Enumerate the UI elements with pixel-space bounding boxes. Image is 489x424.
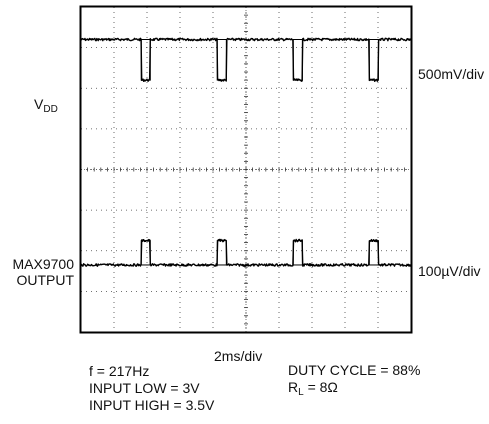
vdd-pulse	[292, 39, 303, 81]
output-pulse	[368, 240, 379, 266]
input-high-note: INPUT HIGH = 3.5V	[89, 397, 215, 413]
output-pulse	[140, 240, 151, 266]
output-label-line2: OUTPUT	[16, 272, 74, 288]
output-trace	[80, 238, 412, 267]
load-resistance-note: RL = 8Ω	[288, 379, 338, 398]
waveform-traces	[80, 37, 412, 267]
input-low-note: INPUT LOW = 3V	[89, 380, 200, 396]
plot-frame	[79, 5, 413, 334]
vdd-scale-label: 500mV/div	[418, 66, 485, 82]
output-pulse	[292, 240, 303, 266]
vdd-trace	[80, 37, 412, 82]
duty-cycle-note: DUTY CYCLE = 88%	[288, 362, 421, 378]
output-label-line1: MAX9700	[12, 256, 74, 272]
vdd-pulse	[216, 39, 227, 81]
frequency-note: f = 217Hz	[89, 363, 150, 379]
output-label: MAX9700 OUTPUT	[4, 256, 74, 288]
vdd-pulse	[368, 39, 379, 81]
vdd-label: VDD	[34, 96, 58, 115]
timebase-label: 2ms/div	[214, 348, 263, 364]
output-scale-label: 100µV/div	[418, 263, 481, 279]
vdd-pulse	[140, 39, 151, 81]
output-pulse	[216, 240, 227, 266]
graticule-grid	[80, 6, 412, 333]
